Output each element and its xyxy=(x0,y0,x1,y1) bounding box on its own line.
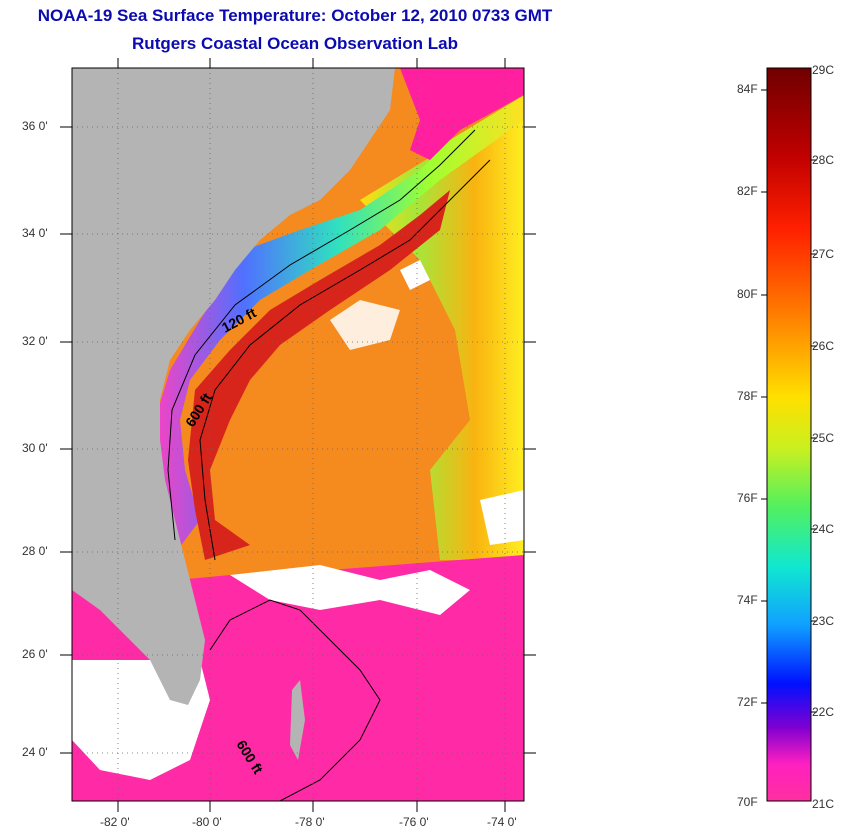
lat-label-34: 34 0' xyxy=(22,226,48,240)
gulf-stream xyxy=(188,190,450,560)
lon-label-78: -78 0' xyxy=(295,815,325,829)
lat-label-26: 26 0' xyxy=(22,647,48,661)
lat-label-24: 24 0' xyxy=(22,745,48,759)
cold-water-north xyxy=(400,68,524,160)
cbar-c-24: 24C xyxy=(812,522,835,536)
map-title: NOAA-19 Sea Surface Temperature: October… xyxy=(37,6,553,25)
coastal-band xyxy=(150,95,524,560)
cbar-c-27: 27C xyxy=(812,247,835,261)
cbar-f-74: 74F xyxy=(737,593,758,607)
lon-label-76: -76 0' xyxy=(399,815,429,829)
contour-south xyxy=(209,599,381,801)
grid-lines xyxy=(72,68,524,801)
offshore-water xyxy=(360,100,524,560)
cbar-f-80: 80F xyxy=(737,287,758,301)
land-mainland xyxy=(72,68,395,705)
lon-label-80: -80 0' xyxy=(192,815,222,829)
cbar-c-26: 26C xyxy=(812,339,835,353)
cbar-c-23: 23C xyxy=(812,614,835,628)
lat-label-32: 32 0' xyxy=(22,334,48,348)
cbar-f-82: 82F xyxy=(737,184,758,198)
cbar-f-70: 70F xyxy=(737,795,758,809)
cbar-f-84: 84F xyxy=(737,82,758,96)
clouds-south xyxy=(230,565,470,615)
axis-ticks xyxy=(60,58,536,812)
lat-label-30: 30 0' xyxy=(22,441,48,455)
contour-120ft xyxy=(167,129,476,541)
cbar-f-76: 76F xyxy=(737,491,758,505)
lat-label-36: 36 0' xyxy=(22,119,48,133)
map-frame xyxy=(71,67,525,802)
contour-600ft xyxy=(199,159,491,561)
cbar-c-25: 25C xyxy=(812,431,835,445)
lon-label-82: -82 0' xyxy=(100,815,130,829)
map-subtitle: Rutgers Coastal Ocean Observation Lab xyxy=(132,34,458,53)
clouds-east xyxy=(480,490,524,545)
cbar-c-22: 22C xyxy=(812,705,835,719)
clouds-north xyxy=(400,260,430,290)
cbar-f-78: 78F xyxy=(737,389,758,403)
cbar-c-21: 21C xyxy=(812,797,835,811)
clouds-center xyxy=(330,300,400,350)
lon-label-74: -74 0' xyxy=(487,815,517,829)
cbar-f-72: 72F xyxy=(737,695,758,709)
cbar-c-29: 29C xyxy=(812,63,835,77)
colorbar-gradient xyxy=(766,67,812,802)
lat-label-28: 28 0' xyxy=(22,544,48,558)
land-bahamas xyxy=(290,680,305,760)
cbar-c-28: 28C xyxy=(812,153,835,167)
colorbar-ticks xyxy=(761,89,817,713)
